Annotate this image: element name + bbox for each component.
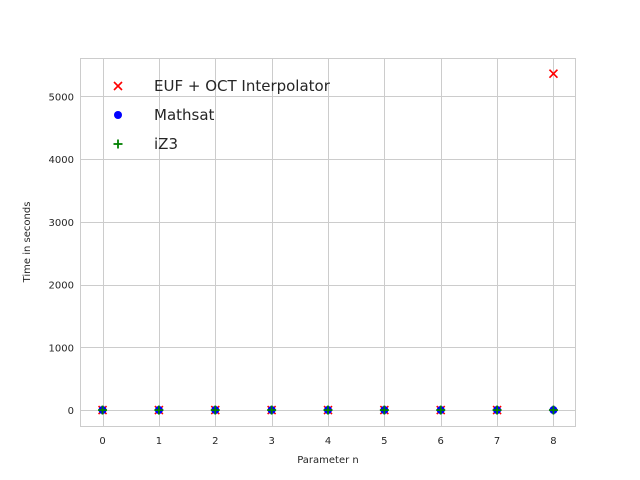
legend-item: Mathsat	[114, 106, 215, 124]
data-points	[97, 69, 559, 415]
series-plus	[98, 405, 558, 415]
grid	[80, 58, 576, 427]
data-point	[548, 405, 558, 415]
legend-item: iZ3	[113, 135, 178, 153]
data-point	[323, 405, 333, 415]
y-tick-label: 2000	[49, 281, 74, 292]
x-tick-label: 0	[99, 436, 105, 447]
legend-item: EUF + OCT Interpolator	[113, 77, 331, 95]
legend-marker	[113, 81, 123, 91]
x-tick-label: 6	[438, 436, 444, 447]
data-point	[267, 405, 277, 415]
legend-marker	[114, 111, 122, 119]
legend-label: EUF + OCT Interpolator	[154, 77, 331, 95]
data-point	[210, 405, 220, 415]
data-point	[548, 69, 559, 79]
y-tick-label: 1000	[49, 343, 74, 354]
y-tick-label: 5000	[49, 92, 74, 103]
x-axis-label: Parameter n	[297, 455, 359, 466]
x-tick-label: 8	[550, 436, 556, 447]
data-point	[492, 405, 502, 415]
y-axis-label: Time in seconds	[22, 202, 33, 284]
data-point	[379, 405, 389, 415]
legend-marker	[113, 139, 123, 149]
y-axis: 0 1000 2000 3000 4000 5000	[49, 92, 74, 417]
legend-label: Mathsat	[154, 106, 215, 124]
y-tick-label: 3000	[49, 218, 74, 229]
y-tick-label: 0	[68, 406, 74, 417]
data-point	[436, 405, 446, 415]
x-tick-label: 2	[212, 436, 218, 447]
x-tick-label: 7	[494, 436, 500, 447]
x-tick-label: 1	[156, 436, 162, 447]
x-axis: 0 1 2 3 4 5 6 7 8	[99, 436, 556, 447]
legend: EUF + OCT Interpolator Mathsat iZ3	[113, 77, 331, 153]
x-tick-label: 5	[381, 436, 387, 447]
legend-label: iZ3	[154, 135, 178, 153]
y-tick-label: 4000	[49, 155, 74, 166]
plot-frame	[80, 58, 576, 427]
x-tick-label: 3	[268, 436, 274, 447]
data-point	[98, 405, 108, 415]
x-tick-label: 4	[325, 436, 331, 447]
data-point	[154, 405, 164, 415]
